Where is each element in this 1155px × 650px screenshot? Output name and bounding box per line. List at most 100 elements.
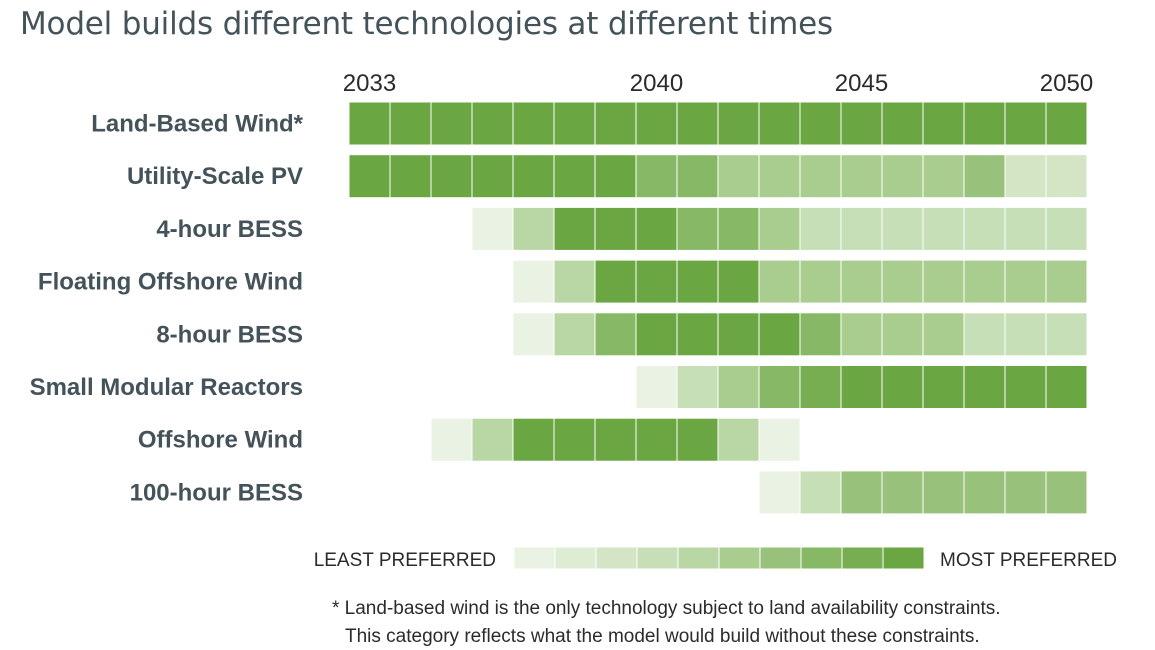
heatmap-cell xyxy=(553,417,596,462)
heatmap-cell xyxy=(840,154,883,199)
heatmap-cell xyxy=(881,101,924,146)
heatmap-cell xyxy=(635,154,678,199)
heatmap-cell xyxy=(881,365,924,409)
heatmap-cell xyxy=(1045,259,1088,304)
heatmap-cell xyxy=(840,206,883,251)
heatmap-cell xyxy=(881,470,924,515)
heatmap-cell xyxy=(717,312,760,357)
footnote-line-2: This category reflects what the model wo… xyxy=(345,626,980,647)
heatmap-cell xyxy=(1004,312,1047,357)
heatmap-cell xyxy=(471,206,514,251)
heatmap-cell xyxy=(717,101,760,146)
heatmap-cell xyxy=(963,259,1006,304)
heatmap-cell xyxy=(799,365,842,409)
heatmap-cell xyxy=(717,206,760,251)
legend-low-label: LEAST PREFERRED xyxy=(314,550,496,571)
heatmap-cell xyxy=(717,365,760,409)
heatmap-cell xyxy=(676,206,719,251)
heatmap-cell xyxy=(635,312,678,357)
heatmap-cell xyxy=(594,417,637,462)
heatmap-cell xyxy=(1004,365,1047,409)
heatmap-cell xyxy=(471,101,514,146)
row-label: Offshore Wind xyxy=(138,427,303,454)
heatmap-cell xyxy=(635,206,678,251)
heatmap-cell xyxy=(922,154,965,199)
heatmap-cell xyxy=(799,101,842,146)
heatmap-cell xyxy=(389,154,432,199)
heatmap-cell xyxy=(758,312,801,357)
legend-swatch xyxy=(636,546,679,570)
chart-title: Model builds different technologies at d… xyxy=(20,6,834,42)
heatmap-cell xyxy=(512,154,555,199)
heatmap-cell xyxy=(430,101,473,146)
heatmap-cell xyxy=(553,206,596,251)
heatmap-cell xyxy=(635,417,678,462)
heatmap-cell xyxy=(553,154,596,199)
legend: LEAST PREFERRED MOST PREFERRED xyxy=(314,546,1117,571)
legend-swatch xyxy=(882,546,925,570)
heatmap-cell xyxy=(963,470,1006,515)
heatmap-cell xyxy=(594,154,637,199)
row-label: Utility-Scale PV xyxy=(127,163,303,190)
heatmap-cell xyxy=(635,259,678,304)
heatmap-cell xyxy=(758,365,801,409)
year-label-2050: 2050 xyxy=(1040,70,1093,97)
year-label-2045: 2045 xyxy=(835,70,888,97)
heatmap-cell xyxy=(676,101,719,146)
heatmap-cell xyxy=(676,312,719,357)
heatmap-cell xyxy=(348,101,391,146)
heatmap-cell xyxy=(881,206,924,251)
heatmap-cell xyxy=(758,417,801,462)
heatmap-cell xyxy=(963,101,1006,146)
heatmap-cell xyxy=(1045,206,1088,251)
row-label: Land-Based Wind* xyxy=(91,111,303,138)
heatmap-cell xyxy=(430,417,473,462)
legend-swatch xyxy=(718,546,761,570)
heatmap-cell xyxy=(717,259,760,304)
heatmap-cell xyxy=(594,259,637,304)
heatmap-cell xyxy=(1045,154,1088,199)
heatmap-cell xyxy=(922,470,965,515)
heatmap-cell xyxy=(963,312,1006,357)
heatmap-cell xyxy=(758,101,801,146)
heatmap-cell xyxy=(471,154,514,199)
heatmap-cell xyxy=(594,312,637,357)
heatmap-cell xyxy=(758,154,801,199)
heatmap-cell xyxy=(635,365,678,409)
heatmap-cell xyxy=(799,312,842,357)
heatmap-cell xyxy=(430,154,473,199)
legend-swatch xyxy=(677,546,720,570)
heatmap-cell xyxy=(717,154,760,199)
heatmap-cell xyxy=(1004,470,1047,515)
row-label: Floating Offshore Wind xyxy=(38,269,303,296)
heatmap-cell xyxy=(840,101,883,146)
heatmap-cell xyxy=(758,206,801,251)
legend-swatch xyxy=(554,546,597,570)
legend-high-label: MOST PREFERRED xyxy=(940,550,1117,571)
year-axis: 2033 2040 2045 2050 xyxy=(343,70,1093,97)
legend-swatch xyxy=(759,546,802,570)
heatmap-cell xyxy=(676,154,719,199)
heatmap-cell xyxy=(471,417,514,462)
heatmap-cell xyxy=(1045,101,1088,146)
heatmap-cell xyxy=(922,312,965,357)
heatmap-cell xyxy=(799,206,842,251)
heatmap-cell xyxy=(922,365,965,409)
heatmap-cell xyxy=(840,312,883,357)
heatmap-cell xyxy=(799,470,842,515)
heatmap-cell xyxy=(1004,154,1047,199)
heatmap-cell xyxy=(963,154,1006,199)
heatmap-cell xyxy=(1004,206,1047,251)
heatmap-cell xyxy=(676,417,719,462)
heatmap-cell xyxy=(635,101,678,146)
heatmap-cell xyxy=(922,101,965,146)
heatmap-cell xyxy=(840,259,883,304)
heatmap-cell xyxy=(881,154,924,199)
heatmap-cell xyxy=(1045,312,1088,357)
legend-swatch xyxy=(595,546,638,570)
row-label: 100-hour BESS xyxy=(130,479,303,506)
heatmap-cell xyxy=(676,259,719,304)
row-label: 4-hour BESS xyxy=(156,216,303,243)
heatmap-cell xyxy=(389,101,432,146)
